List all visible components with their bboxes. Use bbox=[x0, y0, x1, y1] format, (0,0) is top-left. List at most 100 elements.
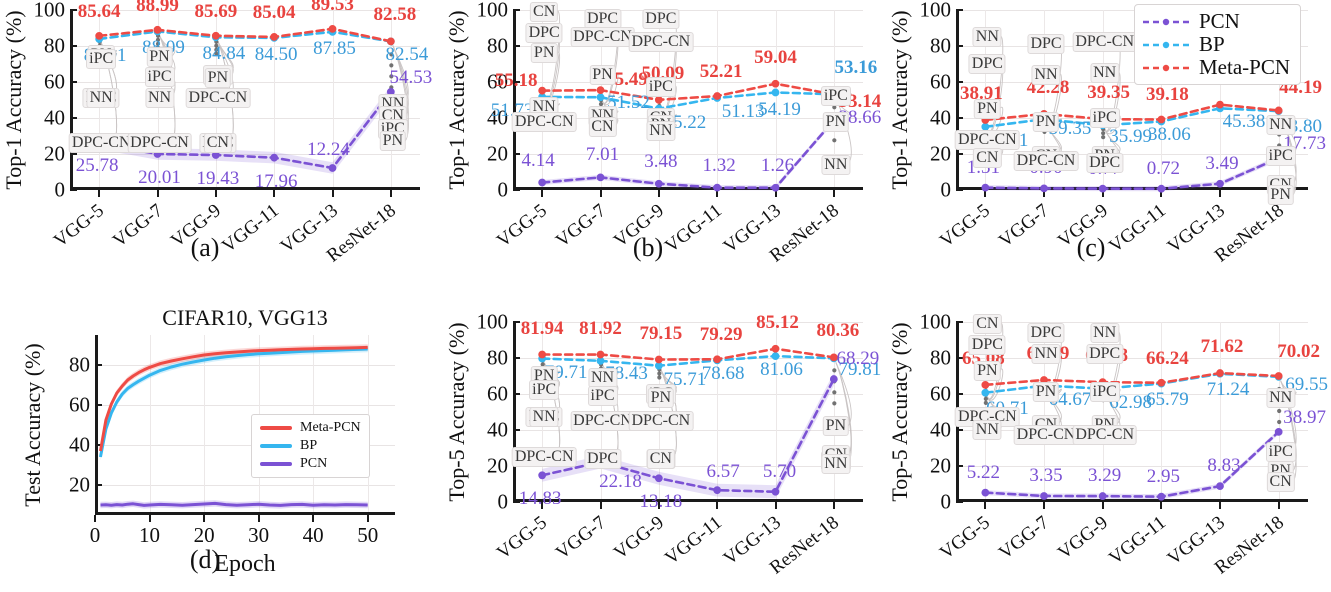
y-axis-line bbox=[95, 335, 98, 515]
x-tick-label: VGG-11 bbox=[661, 512, 727, 570]
y-axis-title: Top-1 Accuracy (%) bbox=[887, 10, 912, 190]
y-tick-mark bbox=[70, 81, 77, 83]
panel-caption: (b) bbox=[632, 233, 664, 262]
gridline-horizontal bbox=[956, 82, 1308, 83]
method-annotation: NN bbox=[587, 367, 618, 388]
value-label-pcn: 12.24 bbox=[307, 138, 350, 160]
data-point bbox=[1274, 372, 1283, 380]
data-point bbox=[981, 488, 990, 497]
gridline-vertical bbox=[274, 10, 276, 190]
panel-d: 20 40 60 80 0 10 20 30 40 50 CIFAR10, VGG13 Test Ac… bbox=[0, 300, 443, 592]
chart-legend: PCN BP Meta-PCN bbox=[1134, 4, 1301, 85]
legend-label: PCN bbox=[1199, 9, 1240, 33]
data-point bbox=[713, 183, 722, 192]
legend-item: PCN bbox=[1143, 9, 1290, 33]
value-label-meta: 39.35 bbox=[1087, 82, 1131, 104]
method-annotation: CN bbox=[646, 448, 675, 469]
x-tick-mark bbox=[389, 190, 392, 197]
y-tick-label: 60 bbox=[487, 69, 508, 94]
data-point bbox=[1098, 492, 1107, 500]
data-point bbox=[538, 350, 547, 359]
method-annotation: CN bbox=[530, 1, 559, 22]
value-label-meta: 66.24 bbox=[1145, 347, 1189, 369]
gridline-horizontal bbox=[95, 405, 395, 406]
x-tick-label: VGG-9 bbox=[1053, 512, 1112, 564]
method-annotation: NN bbox=[1090, 63, 1120, 83]
gridline-horizontal bbox=[70, 118, 420, 119]
y-tick-mark bbox=[513, 357, 520, 359]
y-tick-mark bbox=[70, 189, 77, 191]
data-point bbox=[1216, 100, 1224, 109]
x-axis-line bbox=[513, 499, 863, 502]
value-label-pcn: 5.70 bbox=[762, 460, 797, 482]
data-point bbox=[328, 24, 337, 33]
legend-swatch bbox=[1143, 15, 1189, 29]
method-annotation: iPC bbox=[1265, 145, 1296, 166]
y-tick-label: 80 bbox=[930, 33, 951, 58]
method-annotation: DPC bbox=[525, 23, 563, 44]
gridline-vertical bbox=[1161, 322, 1163, 502]
method-annotation: PN bbox=[974, 99, 1001, 119]
y-tick-mark bbox=[513, 189, 520, 191]
x-axis-line bbox=[956, 187, 1308, 190]
method-annotation: CN bbox=[588, 117, 617, 137]
series-line-metapcn bbox=[98, 345, 368, 452]
y-tick-mark bbox=[956, 429, 963, 431]
x-axis-title: Epoch bbox=[214, 551, 276, 577]
data-point bbox=[654, 474, 663, 483]
y-tick-mark bbox=[956, 81, 963, 83]
value-label-pcn: 38.66 bbox=[838, 107, 882, 129]
gridline-horizontal bbox=[513, 394, 863, 395]
gridline-horizontal bbox=[513, 466, 863, 467]
gridline-vertical bbox=[204, 335, 206, 515]
method-annotation: NN bbox=[1031, 64, 1061, 85]
gridline-vertical bbox=[775, 322, 777, 502]
y-tick-label: 20 bbox=[487, 141, 508, 166]
y-tick-mark bbox=[956, 321, 963, 323]
value-label-pcn: 14.83 bbox=[518, 488, 562, 510]
value-label-pcn: 7.01 bbox=[585, 144, 620, 166]
legend-item: Meta-PCN bbox=[260, 419, 361, 437]
value-label-pcn: 38.97 bbox=[1283, 406, 1327, 428]
value-label-bp: 38.06 bbox=[1147, 124, 1191, 146]
legend-swatch bbox=[1143, 38, 1189, 52]
x-tick-mark bbox=[832, 190, 835, 197]
value-label-meta: 81.94 bbox=[520, 317, 564, 339]
gridline-vertical bbox=[1044, 10, 1045, 190]
x-axis-line bbox=[95, 512, 395, 515]
gridline-horizontal bbox=[513, 10, 863, 11]
data-point bbox=[771, 79, 780, 88]
series-line-metapcn bbox=[540, 82, 836, 102]
value-label-meta: 38.91 bbox=[959, 82, 1003, 104]
x-tick-label: VGG-7 bbox=[108, 200, 167, 252]
method-annotation: NN bbox=[972, 420, 1002, 440]
x-tick-label: 40 bbox=[302, 523, 324, 547]
value-label-pcn: 1.32 bbox=[702, 154, 736, 176]
value-label-pcn: 17.96 bbox=[254, 170, 298, 192]
x-tick-mark bbox=[1219, 190, 1221, 197]
legend-label: Meta-PCN bbox=[1199, 55, 1290, 79]
series-line-metapcn bbox=[97, 27, 393, 43]
method-annotation: iPC bbox=[587, 385, 618, 406]
y-tick-mark bbox=[513, 429, 520, 431]
value-label-meta: 39.18 bbox=[1145, 84, 1189, 106]
data-point bbox=[771, 88, 780, 97]
y-tick-label: 60 bbox=[69, 392, 90, 417]
value-label-pcn: 6.57 bbox=[706, 461, 740, 483]
legend-label: BP bbox=[1199, 32, 1225, 56]
x-tick-label: VGG-11 bbox=[1105, 512, 1171, 570]
data-point bbox=[713, 486, 722, 495]
y-tick-mark bbox=[70, 117, 77, 119]
legend-swatch bbox=[260, 444, 292, 449]
method-annotation: PN bbox=[647, 387, 675, 408]
series-line-metapcn bbox=[540, 347, 836, 361]
y-tick-mark bbox=[70, 9, 77, 11]
gridline-horizontal bbox=[513, 322, 863, 323]
x-tick-mark bbox=[273, 190, 276, 197]
gridline-horizontal bbox=[956, 322, 1308, 323]
method-annotation: iPC bbox=[144, 66, 175, 87]
method-annotation: DPC bbox=[1027, 322, 1065, 343]
data-point bbox=[713, 92, 722, 100]
x-tick-label: 0 bbox=[89, 523, 101, 547]
